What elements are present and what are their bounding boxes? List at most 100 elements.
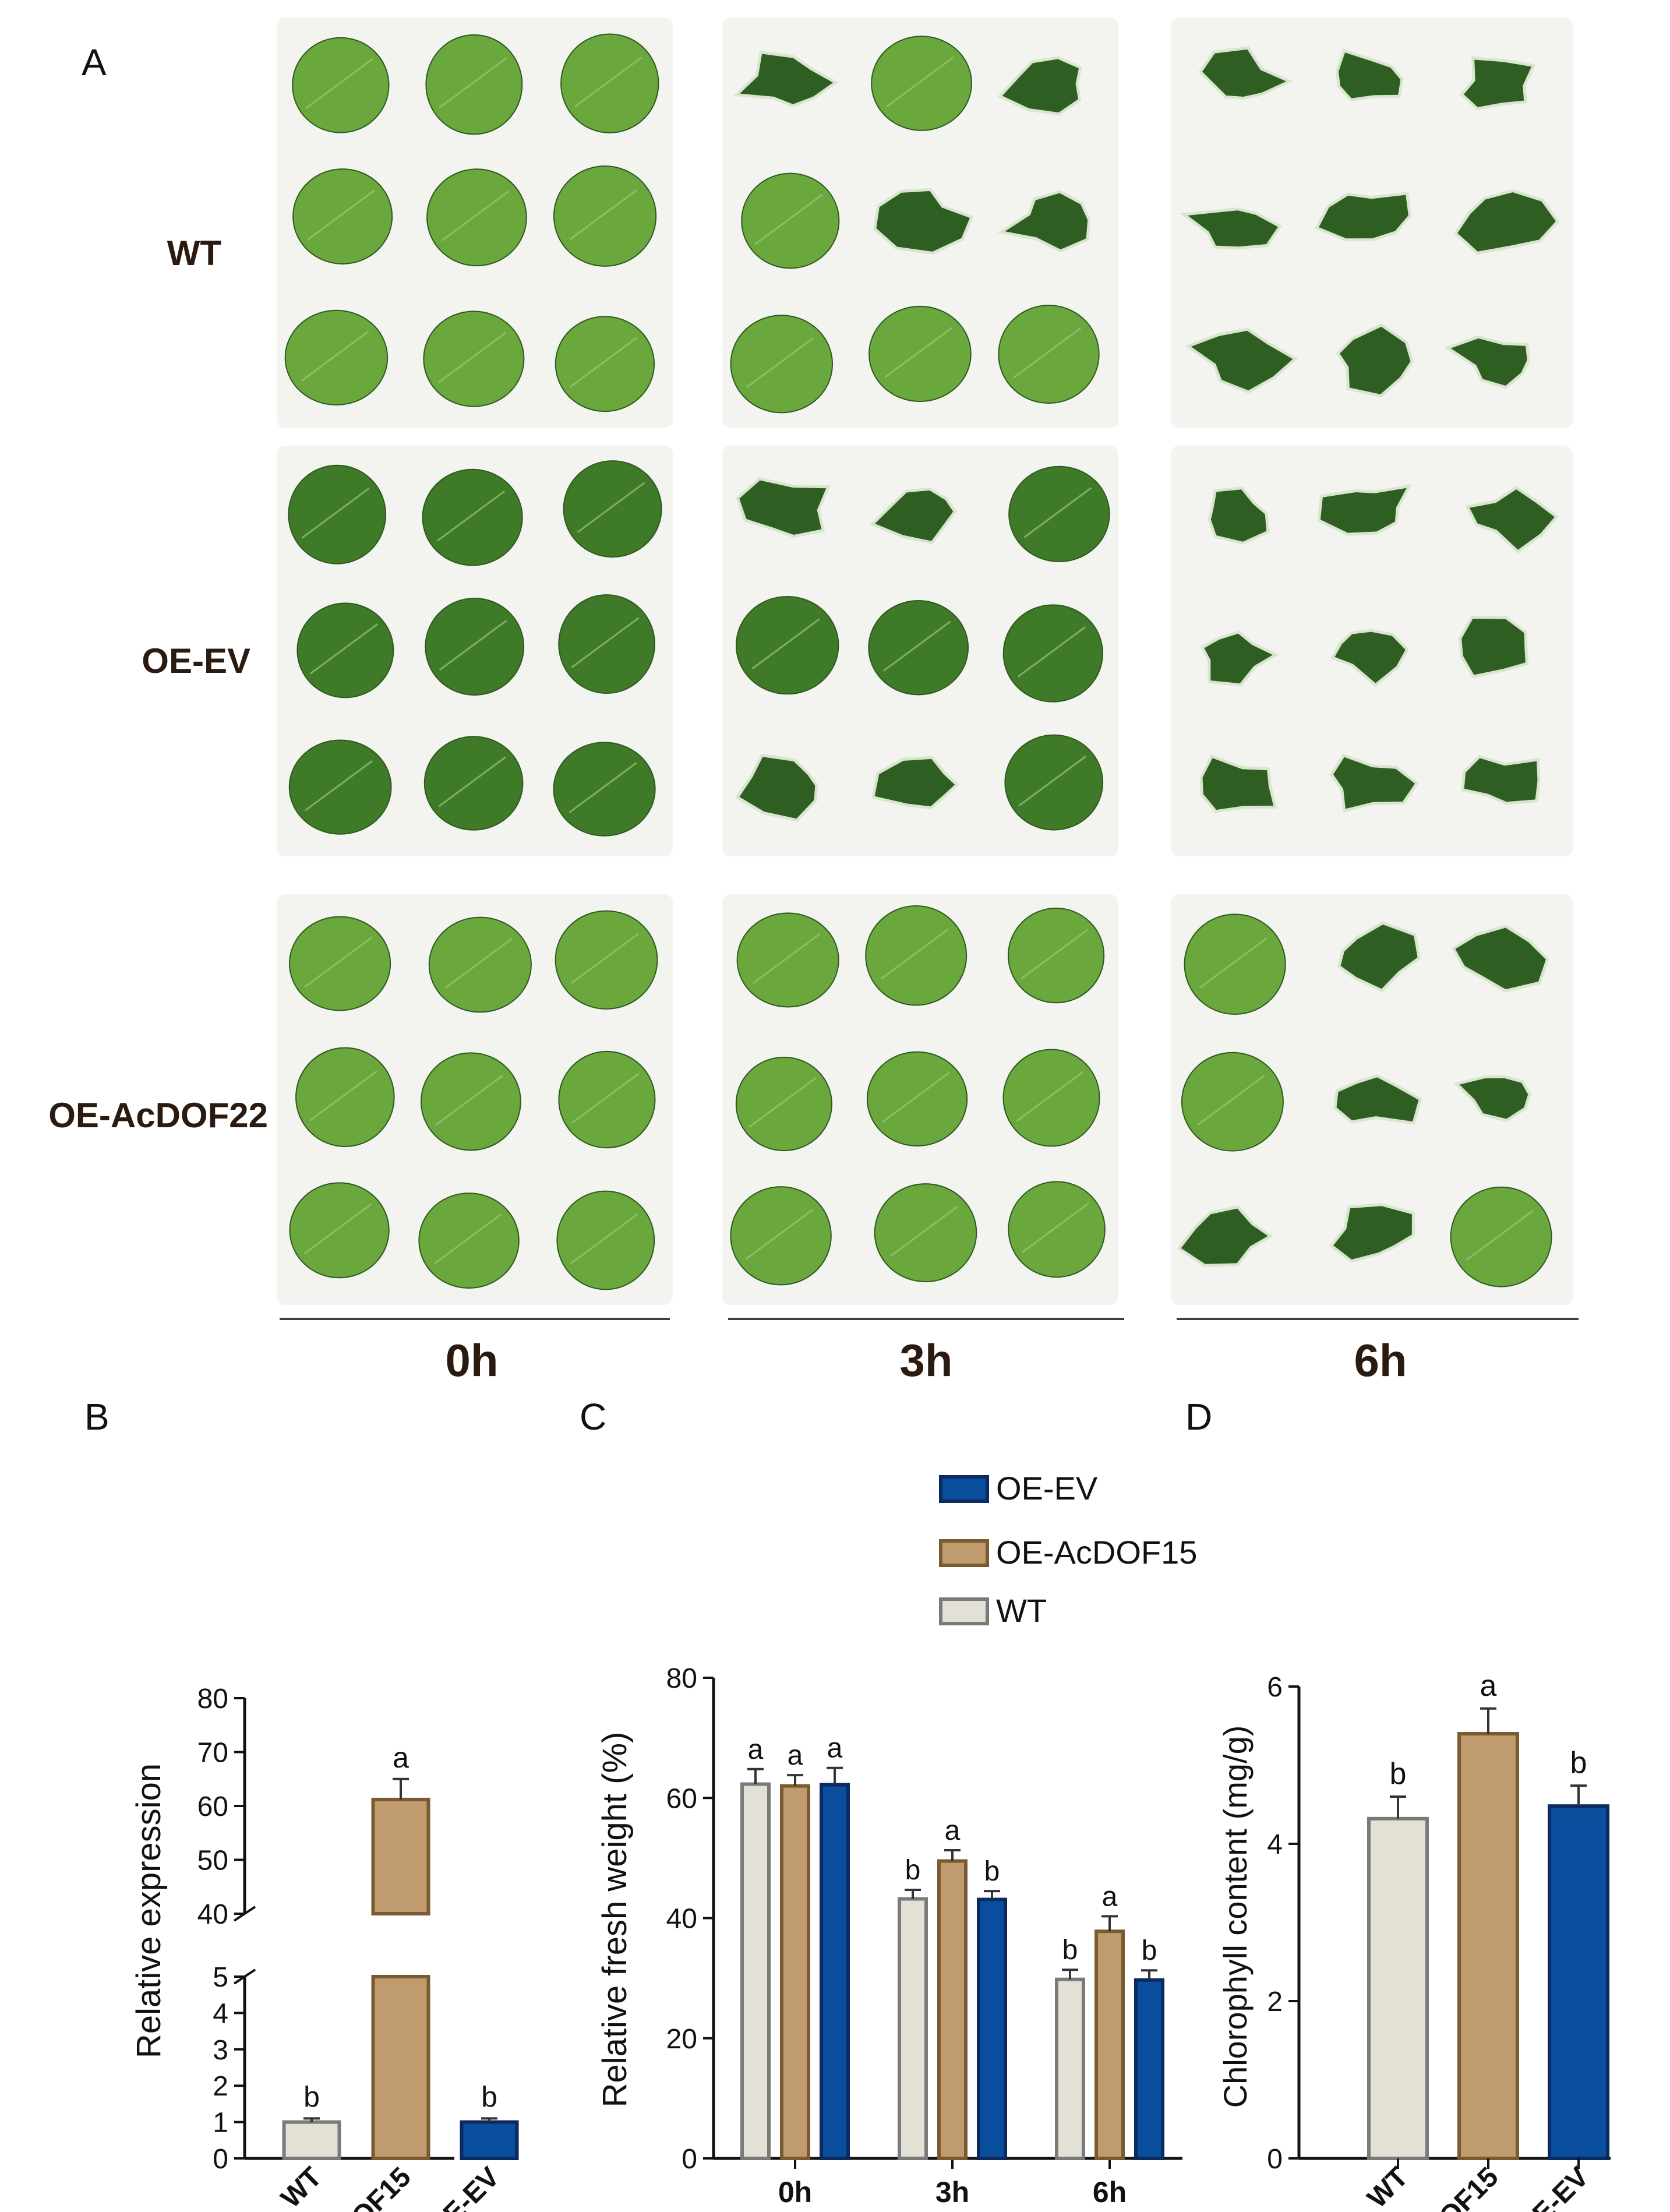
row-label-wt: WT <box>167 234 221 273</box>
leaf-disc <box>1181 1052 1284 1152</box>
time-label-3h: 3h <box>899 1335 953 1386</box>
chart-c-bar-wt-0h <box>740 1782 771 2160</box>
group-line-0h <box>280 1318 670 1320</box>
leaf-disc-curled <box>1330 629 1409 687</box>
chart-c-xtick-label: 3h <box>935 2176 969 2209</box>
panel-a-letter: A <box>82 41 107 83</box>
chart-c-letter: b <box>905 1855 921 1886</box>
time-label-0h: 0h <box>445 1335 499 1386</box>
leaf-tile-r3-c2 <box>722 894 1118 1305</box>
chart-d-ytick-label: 2 <box>1267 1987 1283 2017</box>
chart-c-xtick-label: 0h <box>778 2176 812 2209</box>
leaf-disc <box>425 597 525 696</box>
leaf-disc <box>865 905 968 1006</box>
leaf-disc-curled <box>1460 56 1536 111</box>
leaf-disc-curled <box>1329 1203 1415 1263</box>
chart-c-letter: a <box>748 1734 764 1765</box>
leaf-tile-r2-c2 <box>722 446 1118 856</box>
leaf-disc <box>1008 1181 1106 1278</box>
chart-c-letter: b <box>1062 1935 1078 1966</box>
panel-c-letter: C <box>580 1396 607 1438</box>
chart-b-ytick-label: 2 <box>213 2071 228 2102</box>
leaf-disc-curled <box>1198 46 1294 100</box>
chart-d-letter: a <box>1480 1669 1497 1703</box>
chart-c-legend-label: OE-AcDOF15 <box>996 1534 1197 1571</box>
time-label-6h: 6h <box>1354 1335 1407 1386</box>
chart-b-bar-oe-ev <box>460 2120 519 2160</box>
leaf-disc-curled <box>1180 207 1283 250</box>
chart-b-ytick-label: 50 <box>197 1846 228 1876</box>
leaf-disc-curled <box>733 51 839 108</box>
chart-c-bar-wt-6h <box>1055 1977 1085 2160</box>
chart-c-xtick-label: 6h <box>1093 2176 1127 2209</box>
leaf-disc <box>295 1047 395 1148</box>
leaf-disc <box>730 315 834 414</box>
leaf-tile-r3-c1 <box>277 894 673 1305</box>
leaf-disc-curled <box>1185 327 1298 394</box>
leaf-disc-curled <box>870 487 957 545</box>
leaf-tile-r3-c3 <box>1171 894 1573 1305</box>
chart-c-legend-swatch-oe-acdof15 <box>939 1539 989 1567</box>
leaf-disc <box>563 460 662 558</box>
chart-c-letter: a <box>788 1740 803 1771</box>
leaf-disc <box>866 1051 968 1147</box>
leaf-disc-curled <box>1461 754 1541 805</box>
chart-d-bar-oe-ev <box>1548 1804 1609 2160</box>
chart-d-letter: b <box>1390 1757 1407 1791</box>
leaf-disc-curled <box>1200 630 1279 687</box>
group-line-6h <box>1177 1318 1579 1320</box>
leaf-disc <box>871 36 972 131</box>
leaf-disc <box>423 736 524 831</box>
chart-b-ytick-label: 3 <box>213 2035 228 2066</box>
row-label-oe-ev: OE-EV <box>142 641 250 680</box>
chart-c-bar-oe-ev-0h <box>820 1783 850 2160</box>
chart-d-ytick-label: 4 <box>1267 1829 1283 1860</box>
chart-b-ytick-label: 80 <box>197 1684 228 1714</box>
leaf-disc-curled <box>735 753 818 822</box>
chart-c-bar-oe-acdof15-3h <box>937 1859 968 2160</box>
leaf-disc <box>422 468 523 566</box>
leaf-disc <box>1004 734 1104 831</box>
leaf-disc-curled <box>1329 753 1419 813</box>
leaf-disc <box>288 916 391 1011</box>
chart-c-legend-label: WT <box>996 1592 1047 1629</box>
leaf-disc <box>418 1193 520 1289</box>
chart-d-ytick-label: 0 <box>1267 2144 1283 2175</box>
leaf-disc <box>736 912 839 1008</box>
chart-b-ytick-label: 5 <box>213 1962 228 1993</box>
chart-d-bar-oe-acdof15 <box>1457 1732 1519 2160</box>
chart-b-bar-wt <box>282 2120 341 2160</box>
leaf-disc-curled <box>736 477 831 538</box>
leaf-disc-curled <box>1336 323 1414 398</box>
chart-d-bar-wt <box>1367 1816 1429 2160</box>
chart-d-xtick-label: OE-EV <box>1512 2161 1595 2212</box>
leaf-disc-curled <box>871 756 959 810</box>
leaf-disc <box>1002 1049 1100 1147</box>
leaf-disc <box>289 1182 390 1279</box>
leaf-disc <box>292 168 393 264</box>
chart-c-bar-oe-acdof15-6h <box>1094 1929 1125 2160</box>
chart-c-bar-oe-acdof15-0h <box>780 1784 810 2160</box>
leaf-disc-curled <box>997 190 1091 253</box>
leaf-disc <box>555 910 658 1010</box>
chart-c-letter: a <box>945 1815 961 1846</box>
chart-b-letter: b <box>303 2080 320 2113</box>
chart-b-ylabel: Relative expression <box>130 1763 168 2058</box>
panel-d-letter: D <box>1185 1396 1213 1438</box>
leaf-disc <box>284 309 389 406</box>
chart-b-letter: a <box>393 1741 409 1774</box>
leaf-disc <box>553 165 657 267</box>
leaf-disc <box>555 316 655 412</box>
chart-d-ytick-label: 6 <box>1267 1672 1283 1703</box>
chart-c-ytick-label: 0 <box>682 2144 697 2175</box>
leaf-disc-curled <box>1317 484 1413 536</box>
chart-c-letter: a <box>827 1733 843 1764</box>
chart-c-letter: b <box>984 1856 1000 1887</box>
leaf-disc <box>425 34 523 135</box>
leaf-disc-curled <box>1208 486 1270 545</box>
panel-b-letter: B <box>84 1396 110 1438</box>
leaf-disc <box>730 1186 832 1286</box>
chart-c-letter: b <box>1142 1935 1157 1966</box>
chart-b-ytick-label: 0 <box>213 2144 228 2175</box>
leaf-disc <box>558 1050 656 1149</box>
